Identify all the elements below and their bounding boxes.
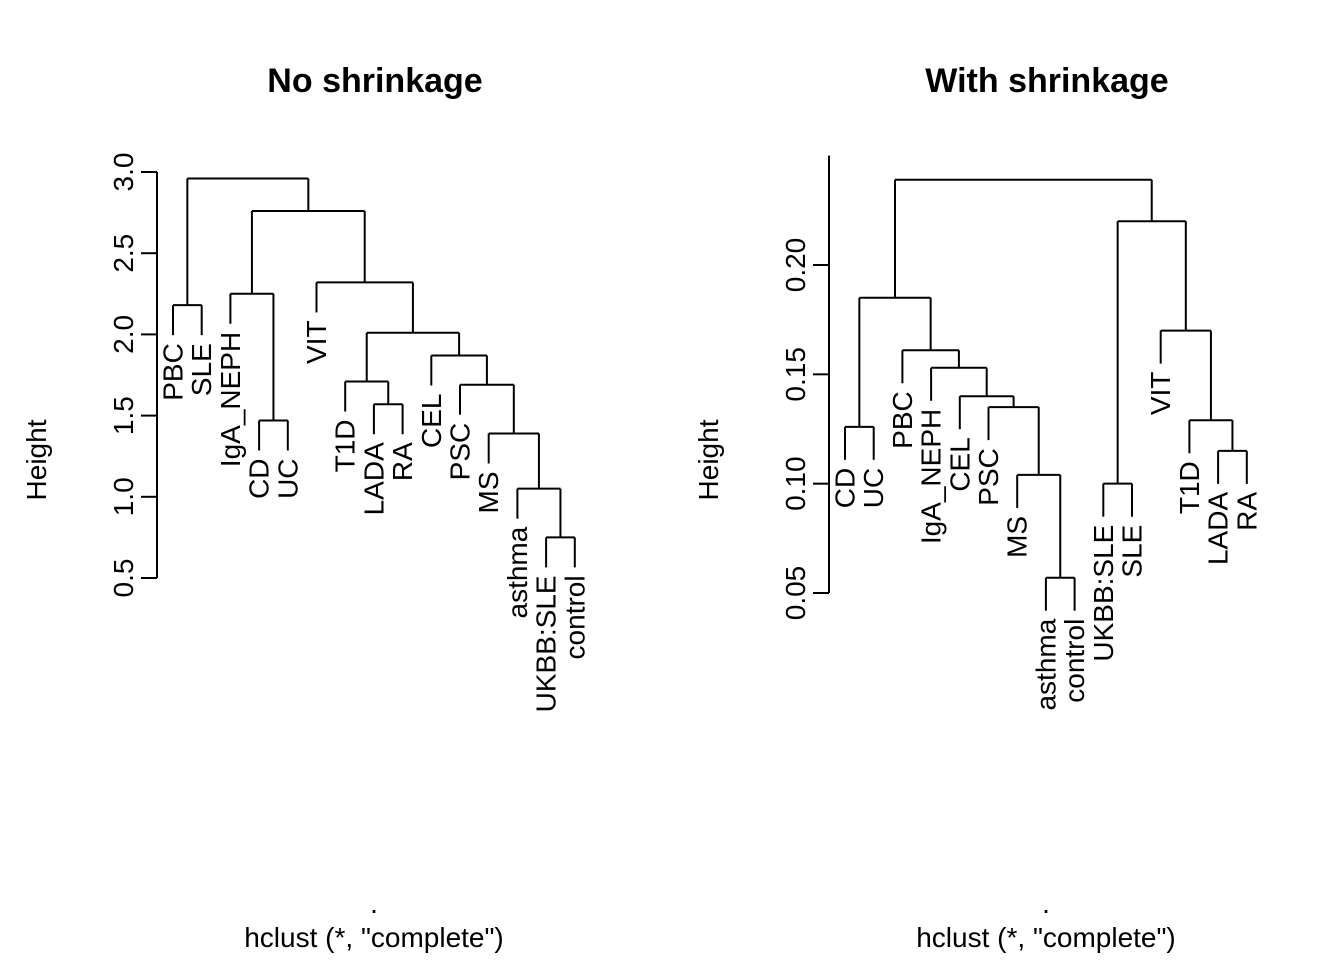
leaf-label: CEL (416, 394, 447, 448)
leaf-label: CEL (944, 437, 975, 491)
sub-caption: hclust (*, "complete") (244, 922, 504, 953)
leaf-label: VIT (301, 320, 332, 364)
leaf-label: RA (1231, 492, 1262, 531)
y-axis: 0.05 0.10 0.15 0.20 (780, 155, 830, 621)
leaf-label: LADA (358, 442, 389, 515)
leaf-label: RA (387, 442, 418, 481)
leaf-label: asthma (1030, 618, 1061, 710)
x-axis-label: . (1042, 888, 1050, 919)
panel-title: No shrinkage (267, 62, 482, 100)
y-axis-label: Height (21, 419, 52, 500)
y-axis-label: Height (693, 419, 724, 500)
leaf-label: PSC (445, 423, 476, 481)
y-tick-label: 0.20 (780, 238, 811, 293)
dendrogram-panel-no-shrinkage: No shrinkage Height . hclust (*, "comple… (21, 62, 590, 953)
y-tick-label: 0.10 (780, 456, 811, 511)
x-axis-label: . (370, 888, 378, 919)
dendrogram-panel-with-shrinkage: With shrinkage Height . hclust (*, "comp… (693, 62, 1262, 953)
leaf-label: IgA_NEPH (215, 332, 246, 467)
leaf-label: control (559, 575, 590, 659)
dendrogram-tree (172, 177, 576, 568)
y-tick-label: 0.05 (780, 566, 811, 621)
leaf-label: CD (244, 458, 275, 498)
y-tick-label: 1.0 (108, 477, 139, 516)
leaf-label: CD (830, 468, 861, 508)
leaf-label: T1D (330, 419, 361, 472)
leaf-label: SLE (1117, 525, 1148, 578)
y-tick-label: 2.0 (108, 315, 139, 354)
leaf-label: PBC (887, 391, 918, 449)
leaf-label: T1D (1174, 461, 1205, 514)
y-tick-label: 2.5 (108, 234, 139, 273)
leaf-label: LADA (1203, 492, 1234, 565)
leaf-label: IgA_NEPH (916, 409, 947, 544)
leaf-label: PSC (973, 448, 1004, 506)
y-tick-label: 0.5 (108, 559, 139, 598)
leaf-label: PBC (158, 343, 189, 401)
panel-title: With shrinkage (925, 62, 1168, 100)
y-tick-label: 0.15 (780, 347, 811, 402)
leaf-label: MS (473, 471, 504, 513)
leaf-label: asthma (502, 526, 533, 618)
leaf-label: MS (1002, 516, 1033, 558)
leaf-label: VIT (1145, 372, 1176, 416)
y-tick-label: 1.5 (108, 396, 139, 435)
leaf-label: UKBB:SLE (531, 575, 562, 712)
leaf-label: UC (272, 458, 303, 498)
y-axis: 0.5 1.0 1.5 2.0 2.5 3.0 (108, 153, 158, 598)
sub-caption: hclust (*, "complete") (916, 922, 1176, 953)
leaf-label: control (1059, 619, 1090, 703)
leaf-label: SLE (186, 343, 217, 396)
y-tick-label: 3.0 (108, 153, 139, 192)
dendrogram-tree (844, 178, 1248, 611)
leaf-label: UC (858, 468, 889, 508)
leaf-label: UKBB:SLE (1088, 525, 1119, 662)
